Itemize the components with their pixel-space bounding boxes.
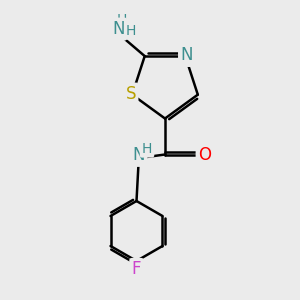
Text: H: H: [117, 13, 128, 27]
Text: F: F: [132, 260, 141, 278]
Text: S: S: [125, 85, 136, 103]
Text: N: N: [112, 20, 124, 38]
Text: N: N: [132, 146, 145, 164]
Text: N: N: [181, 46, 193, 64]
Text: O: O: [198, 146, 211, 164]
Text: H: H: [126, 24, 136, 38]
Text: H: H: [142, 142, 152, 155]
